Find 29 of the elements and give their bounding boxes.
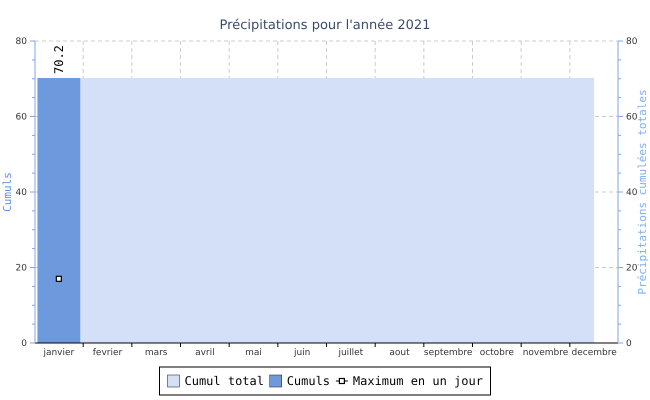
- y2-tick-label: 80: [626, 37, 638, 47]
- y-axis-title: Cumuls: [1, 172, 14, 212]
- x-tick-label: janvier: [42, 348, 75, 358]
- x-tick-label: mars: [144, 348, 168, 358]
- y-tick-label: 80: [16, 37, 28, 47]
- x-tick-label: avril: [195, 348, 215, 358]
- y2-tick-label: 0: [626, 339, 632, 349]
- y-tick-label: 20: [16, 264, 28, 274]
- x-tick-label: octobre: [480, 348, 514, 358]
- x-tick-label: juin: [292, 348, 310, 358]
- x-tick-label: mai: [245, 348, 262, 358]
- y2-tick-label: 60: [626, 112, 638, 122]
- y-tick-label: 60: [16, 112, 28, 122]
- chart-title: Précipitations pour l'année 2021: [220, 18, 430, 33]
- x-tick-label: aout: [389, 348, 410, 358]
- x-tick-label: decembre: [572, 348, 618, 358]
- y2-tick-label: 40: [626, 188, 638, 198]
- legend-label: Cumuls: [286, 374, 330, 388]
- y2-axis-title: Précipitations cumulées totales: [636, 89, 649, 295]
- x-tick-label: septembre: [424, 348, 473, 358]
- y-tick-label: 40: [16, 188, 28, 198]
- data-label: 70.2: [52, 45, 66, 74]
- y-tick-label: 0: [21, 339, 28, 349]
- x-tick-label: juillet: [337, 348, 364, 358]
- x-tick-label: novembre: [522, 348, 569, 358]
- legend-label: Cumul total: [184, 374, 264, 388]
- y2-tick-label: 20: [626, 264, 638, 274]
- x-tick-label: fevrier: [92, 348, 123, 358]
- legend-label: Maximum en un jour: [352, 374, 483, 388]
